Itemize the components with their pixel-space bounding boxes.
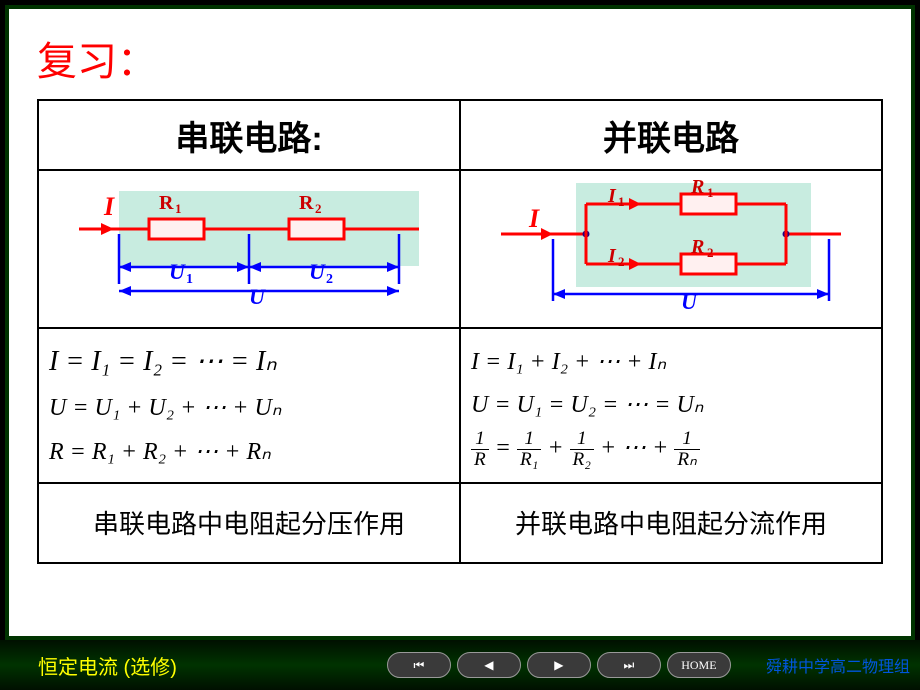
svg-text:I: I [528,204,540,233]
svg-text:I: I [607,245,617,267]
nav-last[interactable]: ⏭ [597,652,661,678]
svg-text:2: 2 [618,254,625,269]
svg-text:1: 1 [186,272,193,287]
svg-text:U: U [249,284,266,309]
header-parallel: 并联电路 [460,100,882,170]
note-series: 串联电路中电阻起分压作用 [38,483,460,563]
svg-text:U: U [309,259,326,284]
formulas-series: I = I₁ = I₂ = ⋯ = Iₙ U = U₁ + U₂ + ⋯ + U… [38,328,460,483]
credit-label: 舜耕中学高二物理组 [766,653,910,677]
svg-text:U: U [169,259,186,284]
svg-text:I: I [607,185,617,207]
nav-home[interactable]: HOME [667,652,731,678]
series-R: R = R₁ + R₂ + ⋯ + Rₙ [49,431,449,474]
header-series: 串联电路: [38,100,460,170]
parallel-U: U = U₁ = U₂ = ⋯ = Uₙ [471,384,871,427]
series-U: U = U₁ + U₂ + ⋯ + Uₙ [49,387,449,430]
svg-text:R: R [299,192,314,214]
parallel-R: 1R = 1R₁ + 1R₂ + ⋯ + 1Rₙ [471,427,871,470]
svg-text:2: 2 [326,272,333,287]
series-I: I = I₁ = I₂ = ⋯ = Iₙ [49,337,449,387]
page-title: 复习： [37,29,883,87]
svg-text:1: 1 [707,185,714,200]
comparison-table: 串联电路: 并联电路 I R1 R2 [37,99,883,564]
footer-bar: 恒定电流 (选修) ⏮ ◀ ▶ ⏭ HOME 舜耕中学高二物理组 [0,640,920,690]
diagram-series: I R1 R2 U1 U2 [38,170,460,328]
svg-text:1: 1 [618,194,625,209]
parallel-I: I = I₁ + I₂ + ⋯ + Iₙ [471,341,871,384]
svg-text:2: 2 [707,245,714,260]
nav-prev[interactable]: ◀ [457,652,521,678]
svg-text:R: R [690,179,704,198]
svg-text:2: 2 [315,201,322,216]
nav-next[interactable]: ▶ [527,652,591,678]
svg-text:R: R [159,192,174,214]
unit-label: 恒定电流 (选修) [38,651,177,680]
svg-text:I: I [103,192,115,221]
nav-buttons: ⏮ ◀ ▶ ⏭ HOME [387,652,731,678]
formulas-parallel: I = I₁ + I₂ + ⋯ + Iₙ U = U₁ = U₂ = ⋯ = U… [460,328,882,483]
nav-first[interactable]: ⏮ [387,652,451,678]
note-parallel: 并联电路中电阻起分流作用 [460,483,882,563]
svg-text:U: U [681,289,698,314]
svg-text:1: 1 [175,201,182,216]
svg-text:R: R [690,236,704,258]
diagram-parallel: I I1 I2 R1 R2 U [460,170,882,328]
